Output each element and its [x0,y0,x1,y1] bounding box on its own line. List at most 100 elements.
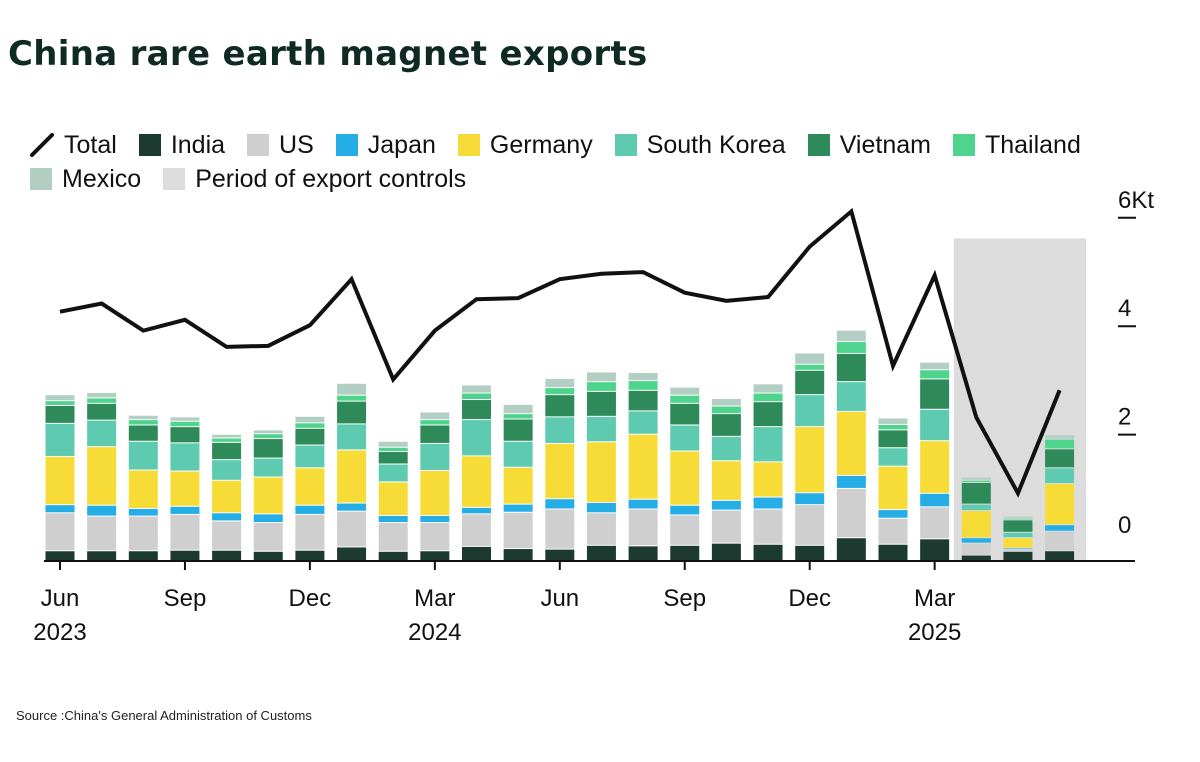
bar-segment-south-korea [45,423,75,456]
bar-segment-mexico [711,398,741,406]
bar-segment-vietnam [170,427,200,443]
bar-segment-germany [462,456,491,507]
bar-stack [87,392,117,560]
bar-segment-japan [45,505,75,513]
bar-segment-germany [545,443,575,499]
bar-segment-india [961,555,991,560]
bar-segment-japan [295,505,325,514]
bar-stack [170,417,200,560]
bar-segment-us [795,505,825,545]
bar-segment-south-korea [128,441,158,470]
bar-segment-thailand [503,414,533,419]
bar-segment-germany [586,442,616,503]
bar-segment-thailand [378,447,408,452]
bar-segment-germany [420,471,450,516]
bar-segment-japan [1045,525,1075,531]
bar-segment-south-korea [753,427,783,462]
bar-segment-mexico [87,392,117,398]
chart: Jun 2023 Sep Dec Mar 2024 Jun Sep Dec Mar 2025 0 2 4 6… [33,187,1154,646]
bar-segment-mexico [628,372,658,381]
bar-segment-mexico [212,434,242,438]
bar-segment-thailand [420,420,450,425]
bar-segment-vietnam [295,428,325,445]
bar-segment-india [545,549,575,560]
bar-segment-india [1003,551,1033,560]
bar-segment-vietnam [753,402,783,427]
bar-segment-us [378,523,408,551]
bar-stack [1003,516,1033,560]
bar-segment-mexico [795,353,825,364]
legend-label: US [279,131,314,159]
bar-segment-south-korea [711,436,741,461]
legend-swatch-vietnam [807,134,830,156]
bar-segment-thailand [170,421,200,427]
bar-segment-japan [711,500,741,510]
bar-segment-germany [795,427,825,493]
legend-item-total: Total [30,128,117,162]
legend: Total India US Japan Germany South Korea Vietn… [30,128,1160,196]
bar-stack [378,441,408,560]
bar-stack [545,378,575,560]
bar-segment-south-korea [545,417,575,443]
bar-segment-vietnam [670,403,700,425]
bar-segment-us [628,509,658,546]
bar-segment-india [87,551,117,560]
bar-stack [295,416,325,560]
bar-segment-mexico [253,430,283,434]
bar-stack [503,404,533,560]
bar-segment-vietnam [212,442,242,460]
bar-segment-thailand [836,342,866,353]
bar-stack [836,330,866,560]
bar-segment-thailand [586,382,616,391]
legend-swatch-mexico [30,168,52,190]
bar-segment-germany [1003,538,1033,548]
bar-segment-india [212,550,242,560]
legend-item-us: US [247,128,314,162]
bar-segment-germany [711,461,741,500]
bar-segment-vietnam [628,390,658,411]
bar-segment-south-korea [1003,532,1033,538]
bar-segment-mexico [420,412,450,420]
legend-row: Total India US Japan Germany South Korea Vietn… [30,128,1160,196]
bar-segment-thailand [753,393,783,402]
bar-segment-us [670,515,700,545]
legend-label: Period of export controls [195,165,467,193]
bar-segment-india [836,538,866,560]
bar-stack [878,418,908,560]
bar-segment-germany [753,462,783,497]
bar-segment-vietnam [836,353,866,382]
legend-label: Japan [367,131,436,159]
bar-segment-mexico [878,418,908,424]
bar-segment-germany [920,441,950,493]
bar-segment-mexico [128,415,158,420]
legend-item-germany: Germany [457,128,593,162]
bar-segment-india [1045,551,1075,560]
bar-segment-japan [545,499,575,509]
bar-segment-india [295,550,325,560]
bar-segment-thailand [545,388,575,395]
bar-stack [961,477,991,560]
bar-segment-south-korea [628,411,658,434]
chart-title: China rare earth magnet exports [8,34,648,74]
bar-segment-thailand [462,393,491,400]
bar-segment-vietnam [128,425,158,441]
bar-segment-japan [586,503,616,513]
bar-segment-south-korea [87,420,117,447]
legend-item-south-korea: South Korea [614,128,786,162]
bar-segment-mexico [670,387,700,395]
bar-segment-japan [795,493,825,505]
legend-swatch-japan [335,134,358,156]
bar-segment-thailand [212,438,242,442]
bar-segment-thailand [628,381,658,390]
x-tick-year-label: 2024 [408,619,461,646]
bar-segment-vietnam [586,391,616,416]
bar-segment-thailand [795,364,825,370]
bar-segment-south-korea [212,460,242,480]
bar-segment-mexico [1003,516,1033,518]
bar-segment-south-korea [961,504,991,511]
bar-stack [711,398,741,560]
bar-segment-us [753,509,783,544]
bar-segment-india [45,551,75,560]
bar-segment-germany [295,468,325,505]
bar-segment-us [45,513,75,551]
